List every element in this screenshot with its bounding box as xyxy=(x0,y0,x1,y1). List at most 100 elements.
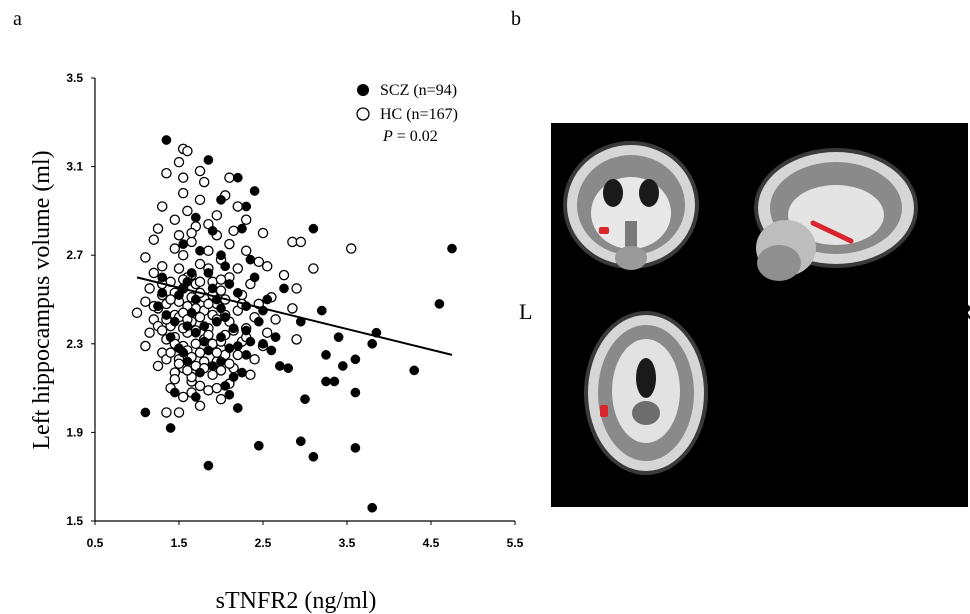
scz-data-point xyxy=(279,283,289,294)
hc-data-point xyxy=(173,156,185,168)
scz-data-point xyxy=(447,243,457,254)
scz-data-point xyxy=(367,502,378,513)
hc-data-point xyxy=(228,225,239,237)
hc-data-point xyxy=(140,340,151,352)
hc-data-point xyxy=(270,314,281,325)
scz-data-point xyxy=(199,336,210,347)
scz-data-point xyxy=(195,245,205,256)
scz-data-point xyxy=(337,361,348,371)
hc-data-point xyxy=(240,245,252,257)
scz-points xyxy=(140,135,457,513)
scz-data-point xyxy=(165,423,176,433)
hc-data-point xyxy=(161,407,172,418)
hc-data-point xyxy=(169,373,181,385)
x-tick-labels: 0.5 1.5 2.5 3.5 4.5 5.5 xyxy=(87,521,524,550)
hc-data-point xyxy=(140,296,151,307)
y-tick-label: 3.1 xyxy=(66,160,83,174)
hc-data-point xyxy=(131,307,143,319)
hc-data-point xyxy=(291,334,302,345)
hc-data-point xyxy=(261,261,273,272)
hc-data-point xyxy=(194,276,206,288)
hc-data-point xyxy=(224,238,235,250)
legend-label-hc: HC (n=167) xyxy=(380,106,458,123)
x-tick-label: 5.5 xyxy=(507,536,524,550)
hc-data-point xyxy=(215,285,227,296)
x-tick-label: 1.5 xyxy=(171,536,188,550)
scz-data-point xyxy=(203,268,214,278)
scz-data-point xyxy=(161,135,172,145)
scz-data-point xyxy=(333,332,344,343)
scz-data-point xyxy=(241,350,252,360)
hc-data-point xyxy=(140,252,151,263)
scz-data-point xyxy=(329,376,340,387)
legend: SCZ (n=94) HC (n=167) P = 0.02 xyxy=(356,82,458,145)
p-value-annotation: P = 0.02 xyxy=(382,128,438,145)
plot-axes xyxy=(94,78,515,522)
hc-data-point xyxy=(232,201,244,212)
scz-data-point xyxy=(266,345,277,356)
coronal-highlight xyxy=(599,227,609,234)
y-axis-title: Left hippocampus volume (ml) xyxy=(29,150,55,449)
hc-data-point xyxy=(144,283,155,294)
scz-data-point xyxy=(203,345,214,356)
hc-data-point xyxy=(169,243,181,254)
scz-data-point xyxy=(283,363,294,374)
hc-data-point xyxy=(240,214,252,226)
scz-data-point xyxy=(169,387,180,398)
y-tick-labels: 1.5 1.9 2.3 2.7 3.1 3.5 xyxy=(66,71,95,528)
x-axis-title: sTNFR2 (ng/ml) xyxy=(216,588,377,614)
scz-data-point xyxy=(367,338,378,349)
scz-data-point xyxy=(232,172,243,183)
hc-data-point xyxy=(308,263,319,274)
scz-data-point xyxy=(245,336,256,347)
scz-data-point xyxy=(321,376,331,387)
y-tick-label: 2.3 xyxy=(66,337,83,351)
hc-data-point xyxy=(245,369,256,381)
hc-data-point xyxy=(165,347,176,358)
scz-data-point xyxy=(190,392,201,402)
scz-data-point xyxy=(190,327,201,338)
hc-data-point xyxy=(177,187,189,199)
scatter-plot: 1.5 1.9 2.3 2.7 3.1 3.5 0.5 1.5 2.5 3.5 4.5 5.5 Le… xyxy=(29,71,524,614)
brain-mri-image xyxy=(551,123,968,507)
hc-data-point xyxy=(152,223,164,234)
coronal-slice xyxy=(563,141,699,270)
panel-a-label: a xyxy=(13,8,22,30)
scz-data-point xyxy=(253,316,264,327)
panel-b-label: b xyxy=(511,8,521,30)
scz-data-point xyxy=(216,194,226,205)
hc-data-point xyxy=(211,210,223,221)
scz-data-point xyxy=(253,440,264,451)
axial-slice xyxy=(584,311,708,475)
y-tick-label: 3.5 xyxy=(66,71,83,85)
hc-data-point xyxy=(194,194,206,206)
hc-data-point xyxy=(169,214,181,226)
scz-data-point xyxy=(190,294,201,305)
legend-marker-hc xyxy=(356,107,370,121)
scz-data-point xyxy=(161,310,172,320)
scz-data-point xyxy=(241,325,252,336)
scz-data-point xyxy=(211,316,222,327)
y-tick-label: 1.5 xyxy=(66,514,83,528)
scz-data-point xyxy=(232,341,243,351)
scz-data-point xyxy=(434,299,445,309)
scz-data-point xyxy=(350,443,361,453)
hc-data-point xyxy=(215,274,227,285)
legend-label-scz: SCZ (n=94) xyxy=(380,82,457,99)
scz-data-point xyxy=(178,347,189,358)
scz-data-point xyxy=(216,356,226,367)
hc-data-point xyxy=(148,267,160,279)
scz-data-point xyxy=(207,225,218,236)
hc-data-point xyxy=(224,358,235,369)
hc-data-point xyxy=(161,167,172,179)
mri-slices xyxy=(563,141,918,475)
hc-data-point xyxy=(261,327,273,338)
scz-data-point xyxy=(220,381,231,391)
scz-data-point xyxy=(321,350,331,360)
hc-data-point xyxy=(173,263,185,274)
y-tick-label: 1.9 xyxy=(66,425,83,439)
hc-data-point xyxy=(194,165,206,177)
scz-data-point xyxy=(249,272,260,283)
hc-data-point xyxy=(156,201,168,212)
scz-data-point xyxy=(270,332,281,343)
